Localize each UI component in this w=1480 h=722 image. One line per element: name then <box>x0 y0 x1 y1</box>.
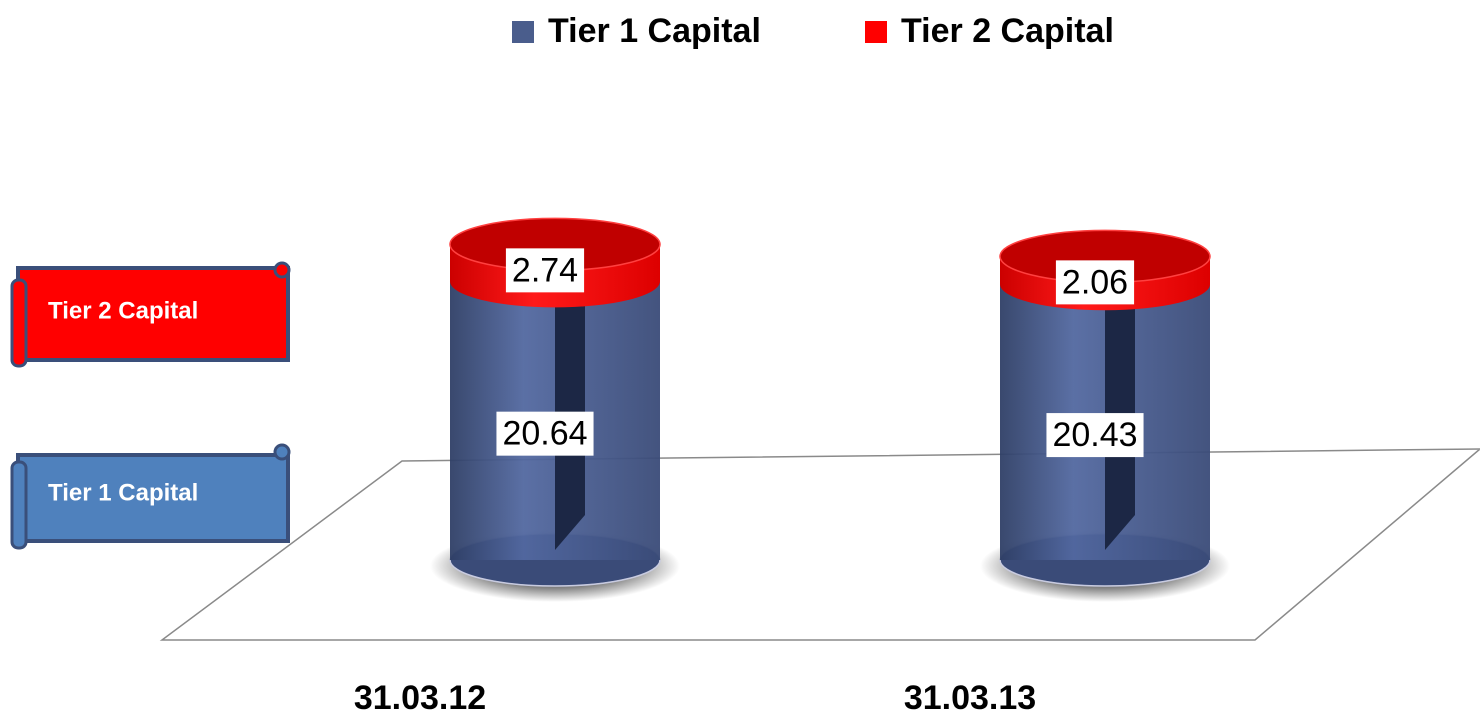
data-label-box <box>1055 260 1135 305</box>
cyl-bottom-edge <box>999 559 1211 587</box>
scroll-label: Tier 1 Capital <box>48 479 198 506</box>
data-label: 20.64 <box>502 415 587 453</box>
scroll-tier2: Tier 2 Capital <box>10 261 291 368</box>
data-label-box <box>505 248 585 293</box>
legend-swatch <box>512 21 534 43</box>
scroll-tier1: Tier 1 Capital <box>10 443 291 550</box>
legend-label: Tier 1 Capital <box>548 12 761 50</box>
data-label-box <box>1046 413 1144 458</box>
data-label: 2.74 <box>512 251 578 289</box>
floor <box>159 448 1480 641</box>
cyl-bottom-edge <box>449 559 661 587</box>
x-tick-label: 31.03.13 <box>904 679 1036 717</box>
data-label: 2.06 <box>1062 263 1128 301</box>
legend-swatch <box>865 21 887 43</box>
legend-label: Tier 2 Capital <box>901 12 1114 50</box>
data-label: 20.43 <box>1052 416 1137 454</box>
scroll-label: Tier 2 Capital <box>48 297 198 324</box>
x-tick-label: 31.03.12 <box>354 679 486 717</box>
data-label-box <box>496 411 594 456</box>
